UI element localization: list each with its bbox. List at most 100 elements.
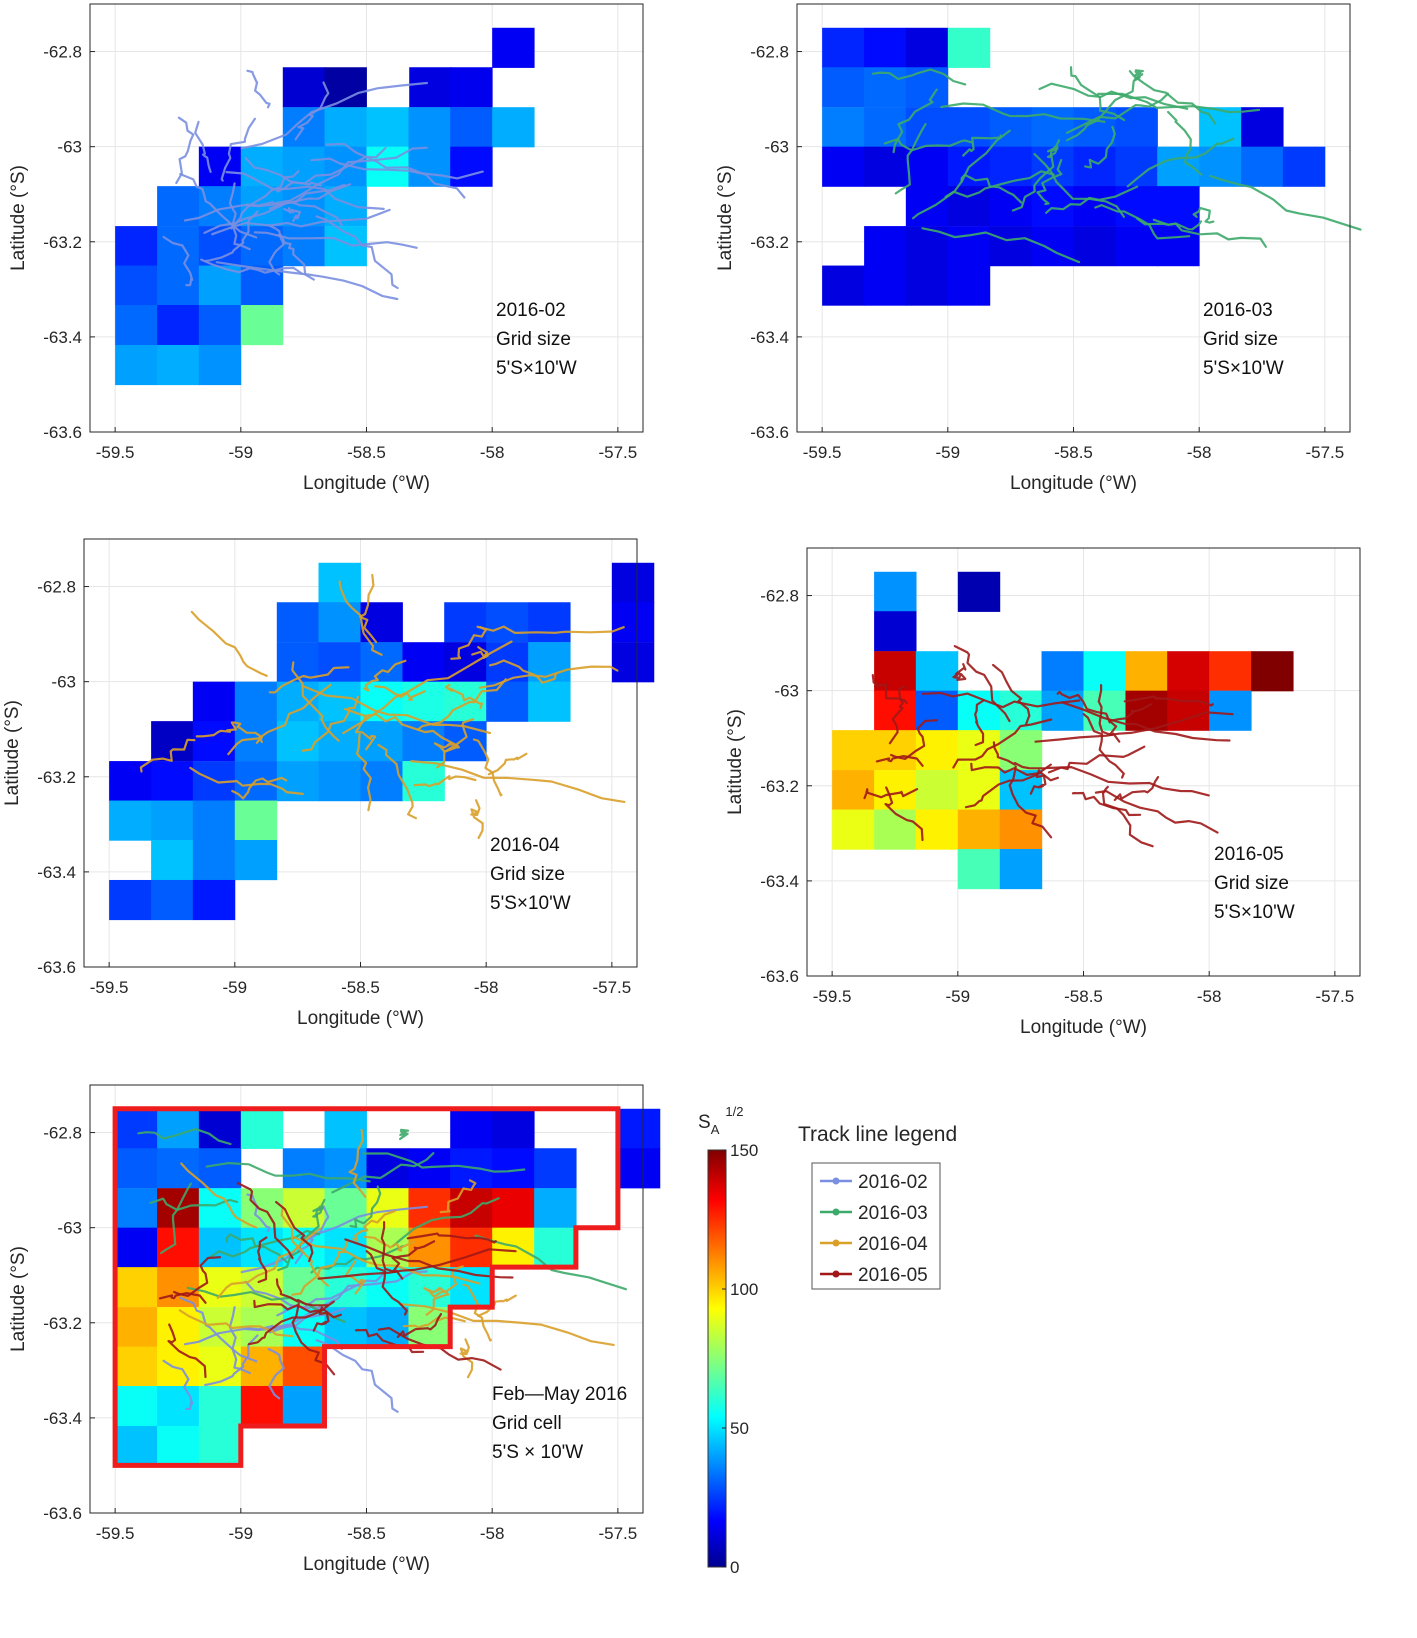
track-line: [450, 626, 488, 660]
grid-cell: [492, 27, 535, 68]
grid-cell: [1115, 226, 1158, 267]
colorbar-tick-label: 150: [730, 1141, 758, 1160]
track-line: [204, 210, 259, 263]
y-axis-label: Latitude (°S): [715, 165, 736, 271]
grid-cell: [450, 1108, 493, 1149]
grid-cell: [157, 344, 200, 386]
grid-cell: [360, 642, 403, 683]
colorbar-label-sup: 1/2: [725, 1104, 743, 1119]
y-tick-label: -63: [57, 1219, 82, 1238]
grid-cell: [534, 1188, 577, 1229]
grid-cell: [198, 265, 242, 306]
x-tick-label: -58.5: [1054, 443, 1093, 462]
track-line: [1128, 70, 1217, 125]
grid-cell: [115, 1227, 158, 1268]
track-lines: [863, 645, 1234, 848]
track-line: [348, 1128, 367, 1199]
y-axis-label: Latitude (°S): [2, 700, 23, 806]
grid-cell: [115, 1386, 158, 1427]
track-line: [162, 1359, 194, 1410]
track-line: [355, 733, 372, 812]
grid-cell: [366, 1307, 409, 1348]
track-line: [194, 120, 212, 173]
grid-cell: [115, 1267, 158, 1308]
track-line: [317, 1248, 517, 1280]
grid-cell: [115, 1425, 158, 1467]
track-line: [1094, 790, 1219, 834]
grid-cell: [822, 67, 865, 108]
track-line: [439, 1179, 477, 1214]
grid-cell: [874, 611, 917, 652]
grid-cell: [151, 800, 194, 841]
grid-cells: [822, 27, 1326, 306]
grid-cell: [822, 265, 865, 306]
grid-cell: [999, 849, 1043, 890]
track-line: [944, 170, 1055, 198]
panel-annotation-line: 2016-03: [1203, 300, 1273, 321]
grid-cell: [617, 1148, 661, 1189]
track-line: [363, 659, 407, 692]
track-line: [875, 755, 924, 767]
tick-labels: -59.5 -59 -58.5 -58 -57.5 -62.8 -63 -63.2 -63.4 -…: [760, 587, 1354, 1006]
grid-cell: [240, 146, 284, 187]
grid-cell: [611, 562, 655, 603]
track-line: [1082, 713, 1125, 779]
track-line: [1046, 139, 1061, 159]
grid-cell: [989, 186, 1033, 227]
track-line: [1108, 703, 1153, 736]
grid-cell: [198, 1148, 242, 1189]
track-lines: [871, 66, 1362, 264]
track-line: [1084, 125, 1116, 169]
grid-cell: [324, 67, 367, 108]
track-line: [220, 117, 256, 182]
y-tick-label: -63.6: [43, 423, 82, 442]
grid-cell: [109, 761, 152, 802]
x-tick-label: -59.5: [90, 978, 129, 997]
grid-cell: [276, 602, 320, 643]
grid-cell: [528, 602, 571, 643]
x-tick-label: -58.5: [347, 1524, 386, 1543]
track-line: [952, 663, 967, 681]
grid-cell: [282, 67, 326, 108]
grid-cell: [115, 265, 158, 306]
y-tick-label: -63: [764, 138, 789, 157]
x-tick-label: -57.5: [598, 443, 637, 462]
x-tick-label: -58: [1197, 987, 1222, 1006]
legend-entry-label: 2016-02: [858, 1172, 928, 1193]
colorbar-ticks: 0 50 100 150: [722, 1141, 758, 1577]
grid-cell: [450, 1188, 493, 1229]
track-line: [363, 1235, 416, 1252]
track-line: [1066, 76, 1141, 142]
grid-cell: [192, 681, 236, 722]
track-line: [399, 1128, 410, 1141]
grid-cell: [492, 1188, 535, 1229]
grid-cell: [1073, 226, 1116, 267]
grid-cell: [957, 571, 1001, 612]
track-line: [149, 1197, 239, 1211]
grid-cell: [115, 1307, 158, 1348]
track-line: [359, 573, 378, 644]
track-line: [487, 752, 528, 776]
grid-cell: [874, 770, 917, 811]
grid-cell: [276, 681, 320, 722]
track-line: [380, 1221, 404, 1280]
track-line: [246, 1193, 271, 1233]
track-line: [1036, 158, 1063, 206]
colorbar-gradient: [707, 1149, 727, 1568]
grid-cell: [115, 1188, 158, 1229]
grid-cell: [151, 840, 194, 881]
grid-cell: [157, 1267, 200, 1308]
legend-swatch-marker: [832, 1270, 840, 1278]
track-line: [406, 1232, 497, 1244]
x-tick-label: -59.5: [813, 987, 852, 1006]
grid-cell: [366, 1148, 409, 1189]
grid-cell: [198, 1108, 242, 1149]
track-line: [1069, 66, 1126, 122]
grid-cell: [157, 265, 200, 306]
track-line: [240, 81, 428, 150]
colorbar-tick-label: 50: [730, 1419, 749, 1438]
track-line: [257, 1236, 268, 1284]
grid-cell: [1031, 226, 1074, 267]
track-line: [211, 208, 391, 236]
grid-cell: [360, 761, 403, 802]
